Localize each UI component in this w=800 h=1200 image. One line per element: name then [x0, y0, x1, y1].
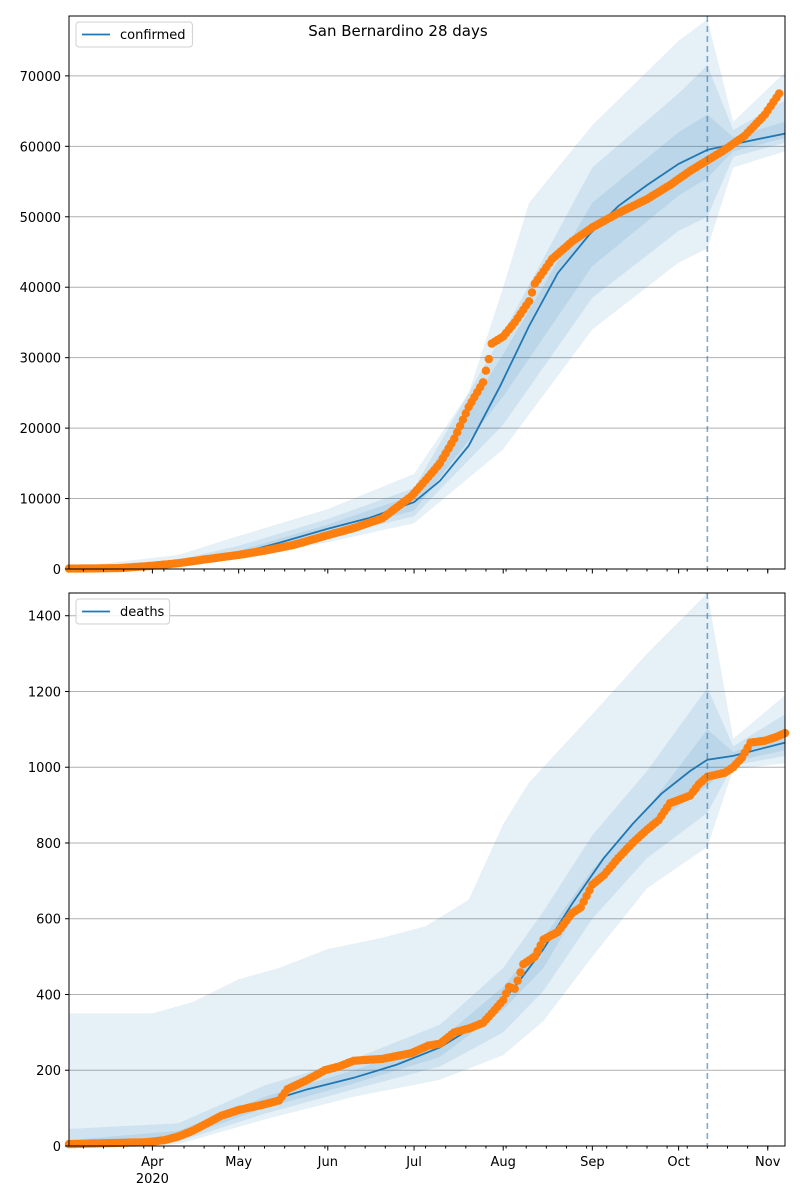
y-tick-label: 20000 [20, 422, 61, 437]
y-tick-label: 10000 [20, 493, 61, 508]
observed-point [478, 378, 488, 387]
confidence-band [69, 729, 785, 1146]
y-tick-label: 70000 [20, 70, 61, 85]
confidence-band [69, 687, 785, 1146]
y-tick-label: 1000 [28, 761, 61, 776]
deaths-panel: 0 200 400 600 800 1000 1200 1400 Apr 2020 May Jun J… [28, 592, 790, 1187]
legend-box [75, 21, 193, 48]
observed-point [461, 409, 470, 418]
confirmed-axes [68, 15, 786, 570]
plot-frame [68, 592, 786, 1147]
observed-point [516, 968, 525, 977]
chart-title: San Bernardino 28 days [308, 22, 488, 40]
x-tick-label: Jun [317, 1155, 338, 1170]
deaths-y-ticks: 0 200 400 600 800 1000 1200 1400 [28, 610, 69, 1155]
deaths-x-ticks: Apr 2020 May Jun Jul Aug Sep Oct Nov [82, 1146, 781, 1187]
observed-point [513, 976, 522, 985]
x-tick-label: May [225, 1155, 252, 1170]
x-tick-label: Sep [580, 1155, 605, 1170]
y-tick-label: 50000 [20, 211, 61, 226]
x-tick-label: Oct [667, 1155, 689, 1170]
legend-label-confirmed: confirmed [120, 28, 186, 43]
y-tick-label: 800 [36, 837, 61, 852]
confirmed-y-ticks: 0 10000 20000 30000 40000 50000 60000 70000 [20, 70, 69, 578]
y-tick-label: 1400 [28, 610, 61, 625]
deaths-observed-points [64, 728, 790, 1149]
observed-point [484, 354, 493, 364]
confidence-band [69, 593, 785, 1146]
x-tick-label: Aug [491, 1155, 516, 1170]
observed-point [527, 288, 537, 297]
y-tick-label: 0 [53, 563, 61, 578]
observed-point [455, 421, 465, 431]
y-tick-label: 30000 [20, 352, 61, 367]
deaths-legend: deaths [75, 598, 171, 625]
deaths-confidence-bands [69, 593, 785, 1146]
observed-point [510, 984, 519, 993]
observed-point [458, 415, 468, 424]
y-tick-label: 600 [36, 913, 61, 928]
y-tick-label: 400 [36, 988, 61, 1003]
confirmed-observed-points [64, 89, 784, 573]
y-tick-label: 200 [36, 1064, 61, 1079]
y-tick-label: 60000 [20, 140, 61, 155]
confirmed-confidence-bands [69, 19, 785, 570]
observed-point [450, 434, 459, 443]
confidence-band [69, 65, 785, 570]
confidence-band [69, 19, 785, 569]
observed-point [499, 996, 508, 1005]
observed-point [453, 428, 462, 437]
observed-point [501, 989, 511, 998]
x-tick-label: Nov [755, 1155, 781, 1170]
x-tick-label: Jul [405, 1155, 422, 1170]
observed-point [775, 89, 784, 98]
confirmed-legend: confirmed [75, 21, 193, 48]
confirmed-panel: 0 10000 20000 30000 40000 50000 60000 70000 con… [20, 15, 786, 578]
observed-point [524, 297, 534, 306]
confidence-band [69, 114, 785, 569]
plot-frame [68, 15, 786, 570]
observed-point [481, 366, 491, 375]
confirmed-x-ticks [82, 569, 769, 574]
y-tick-label: 0 [53, 1140, 61, 1155]
deaths-axes [68, 592, 786, 1147]
y-tick-label: 1200 [28, 685, 61, 700]
legend-box [75, 598, 171, 625]
y-tick-label: 40000 [20, 281, 61, 296]
x-tick-label: Apr [141, 1155, 164, 1170]
legend-label-deaths: deaths [120, 605, 165, 620]
x-tick-sublabel: 2020 [136, 1172, 169, 1187]
